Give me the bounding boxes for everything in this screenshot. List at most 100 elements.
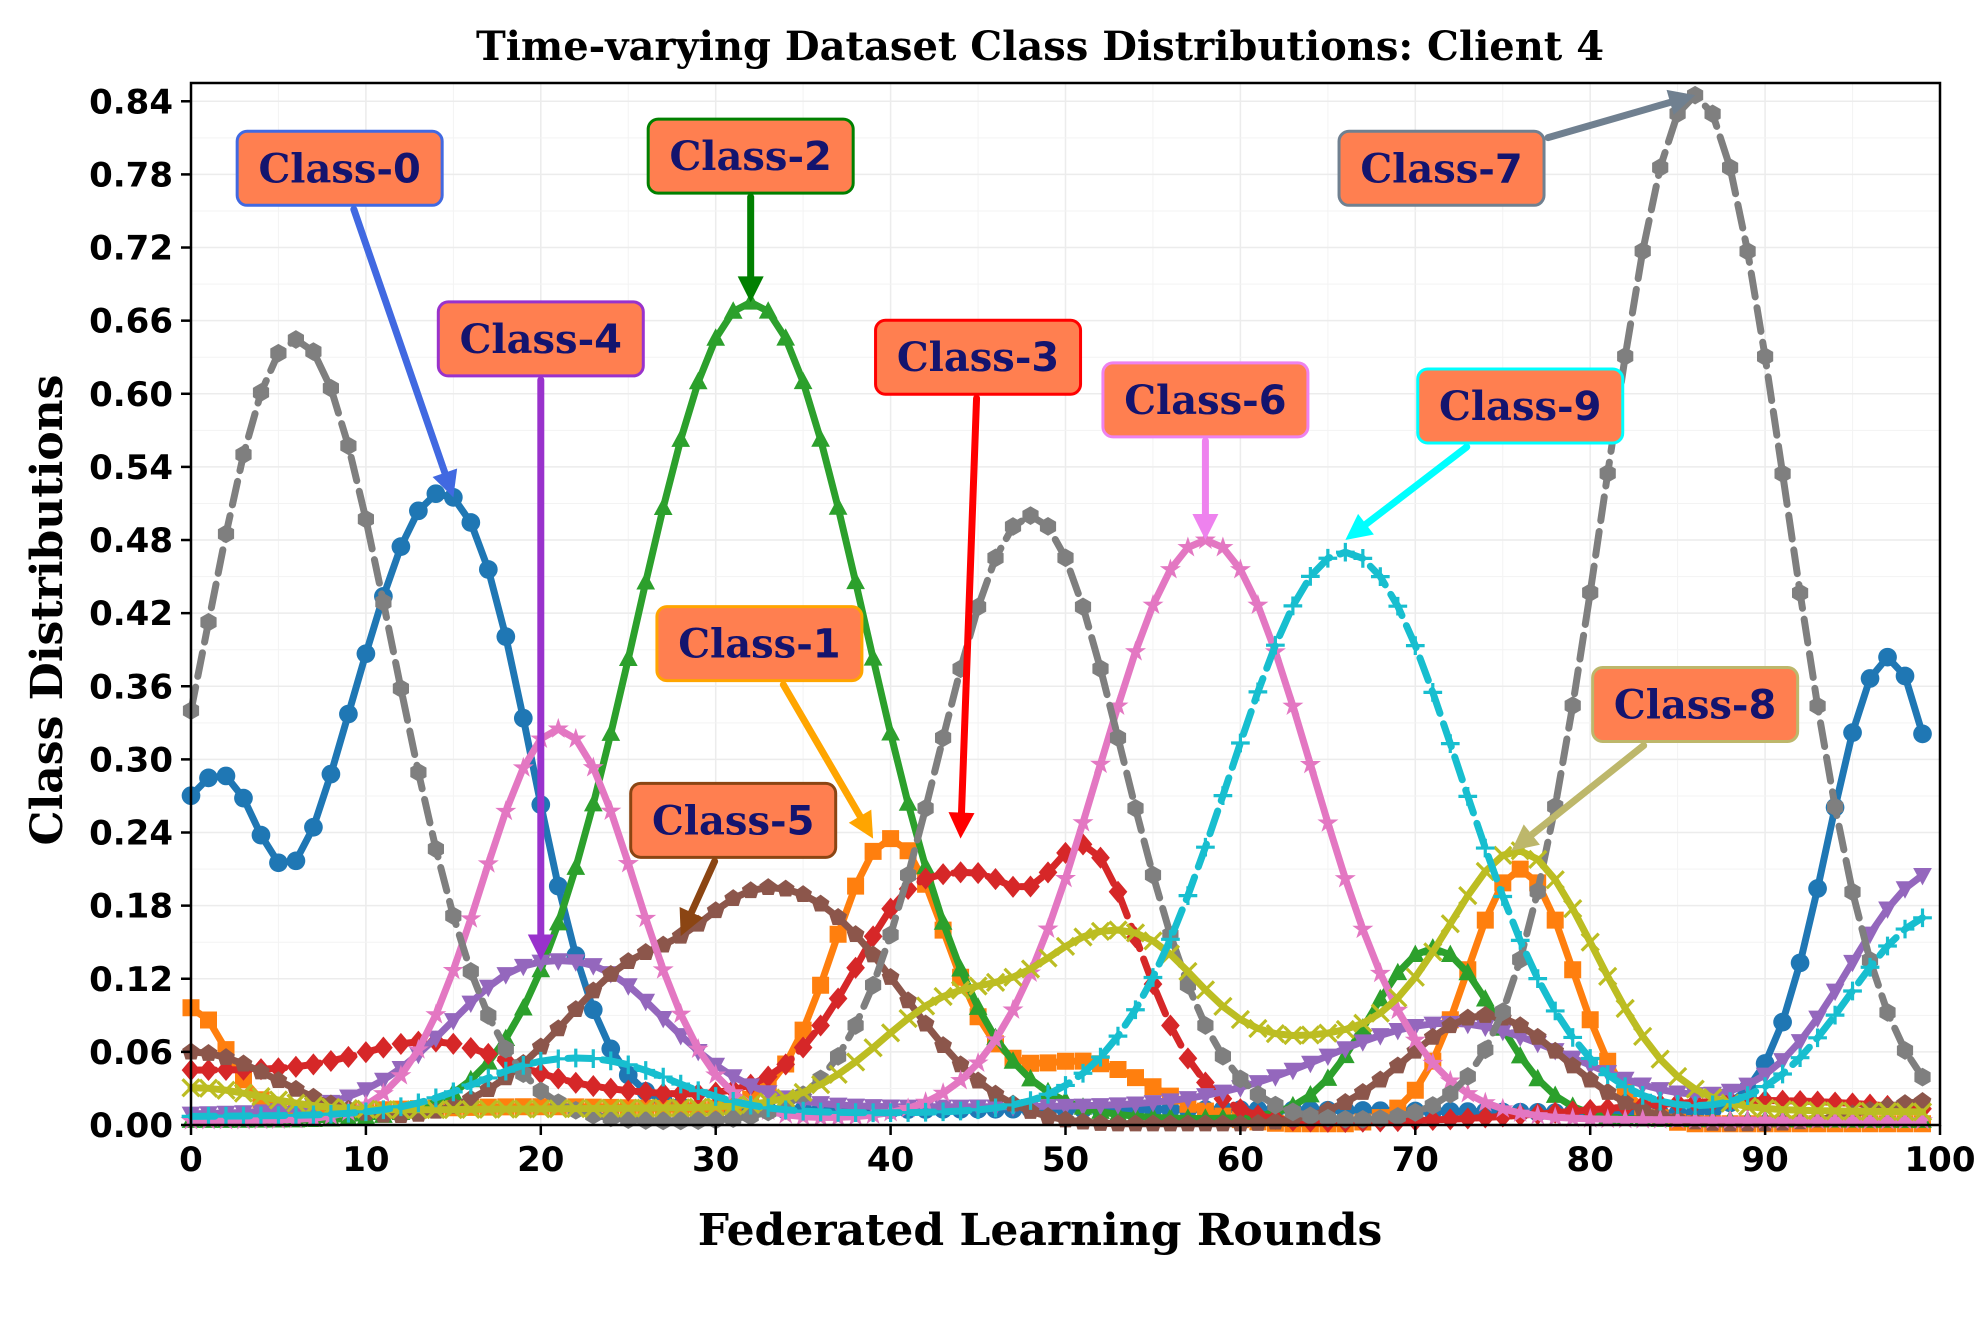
data-point [1510, 1029, 1530, 1047]
data-point [1370, 988, 1390, 1007]
series-line [187, 548, 1926, 1120]
data-point [1807, 1101, 1828, 1121]
annotation-box [874, 318, 1083, 396]
data-point [251, 825, 271, 845]
data-point [583, 1098, 603, 1119]
data-point [1021, 1101, 1040, 1119]
annotation-label-prefix: Class- [678, 621, 813, 668]
data-point [1319, 1108, 1336, 1128]
data-point [1895, 1102, 1915, 1122]
data-point [1161, 1114, 1180, 1132]
data-point [1003, 967, 1023, 987]
data-point [1283, 1062, 1303, 1081]
data-point [287, 1079, 305, 1097]
data-point [496, 967, 516, 985]
data-point [864, 945, 882, 963]
data-point [286, 851, 306, 871]
data-point [1598, 966, 1618, 986]
data-point [374, 1036, 393, 1059]
annotation-class-3: Class-3 [874, 318, 1083, 839]
data-point [1423, 1027, 1442, 1045]
data-point [1178, 1047, 1198, 1070]
y-tick-label: 0.72 [89, 229, 173, 269]
data-point [461, 1099, 481, 1120]
annotation-label: Class-7 [1360, 145, 1522, 192]
data-point [600, 800, 622, 821]
data-point [933, 912, 953, 930]
data-point [496, 1099, 516, 1119]
data-point [443, 1099, 463, 1120]
annotation-class-2: Class-2 [646, 117, 855, 303]
annotation-class-0: Class-0 [235, 129, 458, 498]
data-point [1475, 838, 1495, 858]
annotation-arrow [687, 857, 719, 916]
data-point [356, 1102, 376, 1122]
data-point [356, 1082, 376, 1100]
data-point [566, 857, 586, 875]
data-point [1388, 596, 1408, 616]
data-point [1317, 811, 1339, 832]
data-point [741, 1078, 761, 1096]
data-point [933, 1102, 953, 1122]
data-point [1510, 931, 1530, 950]
data-point [636, 943, 655, 960]
data-point [951, 959, 970, 977]
data-point [1353, 549, 1373, 568]
data-point [1231, 1098, 1250, 1121]
data-point [1267, 1095, 1284, 1115]
data-point [793, 1036, 813, 1059]
data-point [601, 1098, 621, 1118]
data-point [1214, 1114, 1232, 1132]
annotation-label-prefix: Class- [1614, 682, 1749, 729]
data-point [1109, 1114, 1127, 1132]
annotation-arrow [1362, 443, 1471, 528]
data-point [1913, 1092, 1932, 1109]
annotation-label-prefix: Class- [460, 316, 595, 363]
data-point [566, 954, 586, 972]
data-point [1022, 1054, 1039, 1072]
data-point [1387, 999, 1409, 1020]
data-point [1370, 1028, 1390, 1046]
data-point [409, 1093, 428, 1113]
data-point [1109, 728, 1127, 748]
annotation-label: Class-3 [897, 334, 1059, 381]
annotation-box [646, 117, 855, 195]
data-point [390, 1064, 412, 1085]
data-point [1774, 464, 1791, 484]
data-point [1582, 583, 1599, 602]
data-point [251, 1106, 271, 1126]
data-point [1475, 1106, 1495, 1129]
data-point [863, 648, 883, 666]
annotation-class-7: Class-7 [1337, 89, 1696, 207]
data-point [1684, 1108, 1706, 1129]
y-tick-label: 0.66 [89, 302, 173, 342]
annotation-label: Class-9 [1439, 383, 1601, 430]
data-point [513, 998, 533, 1016]
data-point [1879, 1003, 1896, 1022]
data-point [811, 1014, 830, 1037]
annotation-label-number: 7 [1495, 146, 1523, 192]
data-point [478, 1042, 498, 1065]
data-point [548, 1099, 568, 1119]
data-point [1283, 1025, 1303, 1046]
data-point [339, 704, 358, 724]
data-point [1562, 1107, 1584, 1128]
annotation-label-number: 9 [1574, 384, 1602, 430]
data-point [200, 1011, 217, 1029]
data-point [252, 1062, 270, 1080]
data-point [636, 993, 656, 1012]
data-point [671, 1082, 691, 1105]
data-point [635, 907, 657, 928]
annotation-arrowhead [679, 907, 704, 937]
data-point [1214, 1046, 1231, 1066]
data-point [427, 839, 444, 859]
data-point [830, 1047, 847, 1066]
data-point [1265, 1023, 1286, 1044]
data-point [1108, 920, 1128, 940]
data-point [1300, 1025, 1320, 1045]
data-point [321, 1049, 341, 1073]
data-point [548, 1049, 568, 1069]
data-point [670, 1003, 692, 1024]
data-point [705, 1063, 727, 1084]
data-point [1179, 1114, 1197, 1132]
